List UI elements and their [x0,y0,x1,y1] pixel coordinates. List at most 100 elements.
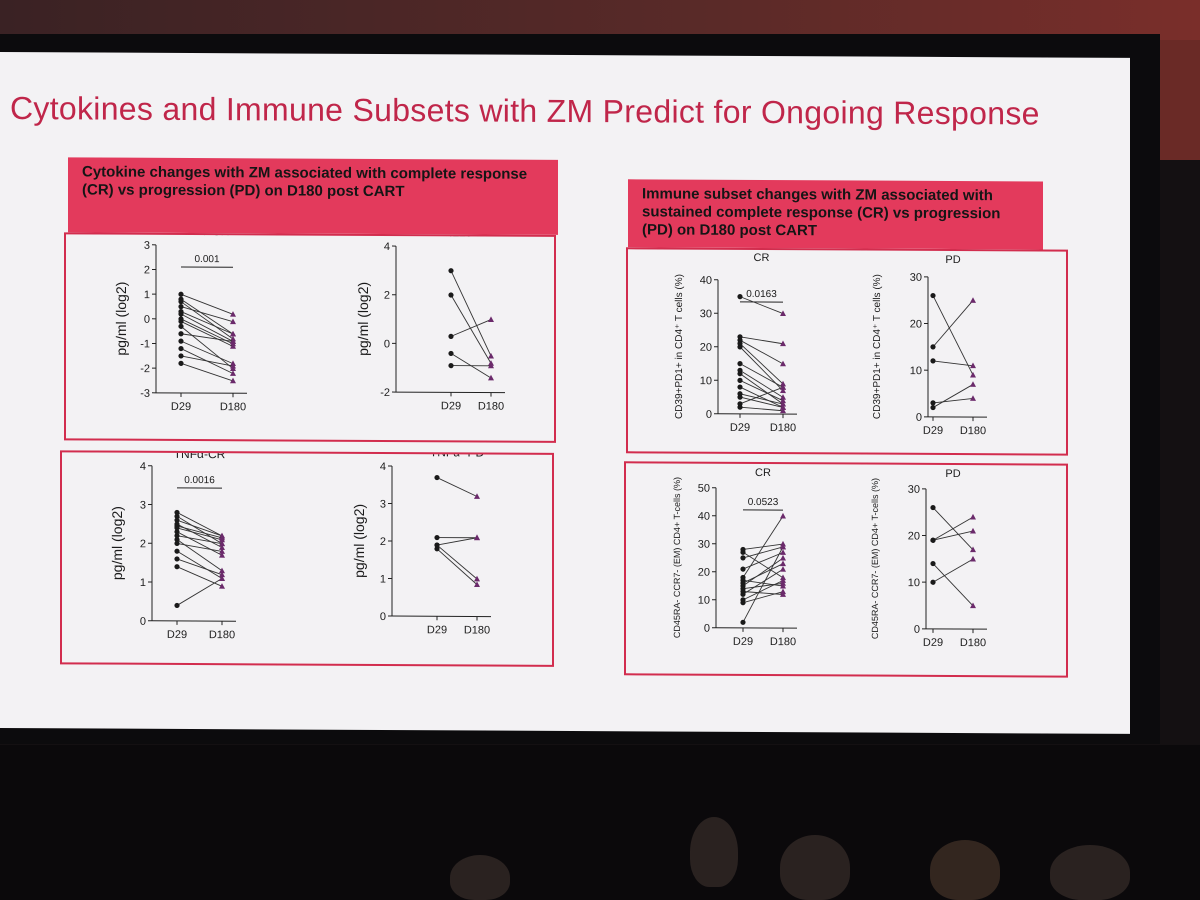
chart-title: CR [754,252,770,264]
d29-point [737,361,743,367]
d29-point [930,560,936,567]
paired-line [932,397,974,404]
plot-area: IL10-PD -2 0 2 4 D29 D180 pg/ml (log2) [355,236,505,413]
y-tick-label: 2 [384,290,390,302]
d29-point [737,377,743,383]
y-axis-label: CD39+PD1+ in CD4⁺ T cells (%) [872,274,883,419]
paired-line [180,362,234,382]
d29-point [178,304,184,310]
paired-line [932,558,974,583]
y-tick-label: 3 [144,240,150,252]
d180-point [970,602,976,609]
d180-point [780,577,786,583]
paired-line [180,355,234,367]
paired-line [932,295,974,376]
plot-area: CR 0 10 20 30 40 D29 D180 CD39+PD1+ in CD4⁺ T ce… [674,252,797,434]
d180-point [230,318,236,325]
d180-point [780,512,786,519]
slide-title: Cytokines and Immune Subsets with ZM Pre… [10,90,1040,132]
paired-line [436,537,478,546]
paired-line [739,336,784,345]
y-tick-label: 0 [380,611,386,623]
x-tick-label: D29 [427,624,447,636]
d29-point [178,291,184,297]
d29-point [737,404,743,410]
y-tick-label: 10 [908,577,920,589]
d180-point [488,362,494,369]
d180-point [219,575,225,581]
audience-head [690,817,738,887]
d180-point [780,397,786,404]
x-axis [392,615,491,618]
d180-point [970,395,976,401]
paired-line [739,393,784,405]
x-tick-label: D180 [464,624,490,636]
d180-point [488,316,494,322]
d29-point [174,513,180,519]
d29-point [930,504,936,511]
plot-area: PD 0 10 20 30 D29 D180 CD39+PD1+ in CD4⁺ T cell… [872,254,987,437]
y-axis-label: CD45RA- CCR7- (EM) CD4+ T-cells (%) [870,478,880,639]
y-tick-label: 30 [908,484,920,496]
y-tick-label: 0 [914,624,920,636]
d29-point [178,323,184,329]
paired-line [932,563,974,607]
paired-line [739,363,784,388]
d180-point [488,352,494,359]
y-axis-label: pg/ml (log2) [109,506,125,580]
paired-line [742,515,784,578]
chart-cd45ra-cr: CR 0 10 20 30 40 50 D29 D180 CD45RA- CCR7- (EM) C… [672,467,797,648]
paired-line [436,477,478,497]
p-value-label: 0.0016 [184,475,215,486]
d29-point [174,602,180,609]
y-tick-label: 2 [140,538,146,550]
d180-point [474,575,480,582]
d180-point [970,546,976,553]
d29-point [740,591,746,597]
y-tick-label: 10 [700,375,712,387]
y-tick-label: 1 [380,573,386,585]
d29-point [448,362,454,369]
paired-line [180,333,234,342]
chart-title: TNFα- PD [430,454,485,460]
d29-point [174,548,180,554]
d29-point [740,549,746,555]
slide: Cytokines and Immune Subsets with ZM Pre… [0,52,1130,734]
paired-line [739,369,784,398]
x-tick-label: D180 [770,636,796,648]
paired-line [176,515,223,545]
y-tick-label: 1 [140,577,146,589]
d180-point [219,583,225,589]
d180-point [970,362,976,369]
x-tick-label: D180 [220,401,246,413]
y-tick-label: 1 [144,289,150,301]
paired-line [176,578,223,606]
y-tick-label: 10 [910,365,922,377]
y-tick-label: 40 [700,275,712,287]
chart-tnfa-pd: TNFα- PD 0 1 2 3 4 D29 D180 pg/ml (log2) [351,454,491,637]
d29-point [930,344,936,350]
audience-area [0,745,1200,900]
paired-line [176,550,223,579]
y-tick-label: 2 [380,536,386,548]
x-tick-label: D29 [923,637,943,649]
paired-line [739,339,784,365]
d180-point [488,374,494,381]
p-value-label: 0.001 [194,254,219,265]
y-tick-label: 0 [384,338,390,350]
chart-cd39-cr: CR 0 10 20 30 40 D29 D180 CD39+PD1+ in CD4⁺ T ce… [674,252,797,434]
d180-point [230,362,236,369]
y-tick-label: 20 [698,567,710,579]
y-tick-label: 3 [140,499,146,511]
x-tick-label: D180 [960,637,986,649]
chart-il10-cr: IL10-CR -3 -2 -1 0 1 2 3 D29 D180 pg/ml (log2) 0.00… [113,234,247,413]
y-tick-label: 2 [144,264,150,276]
paired-line [739,386,784,408]
d180-point [780,360,786,367]
d29-point [434,542,440,548]
y-axis-label: pg/ml (log2) [113,282,129,356]
d180-point [970,513,976,520]
paired-line [176,525,223,539]
d180-point [970,381,976,387]
chart-title: IL10-CR [185,234,230,238]
